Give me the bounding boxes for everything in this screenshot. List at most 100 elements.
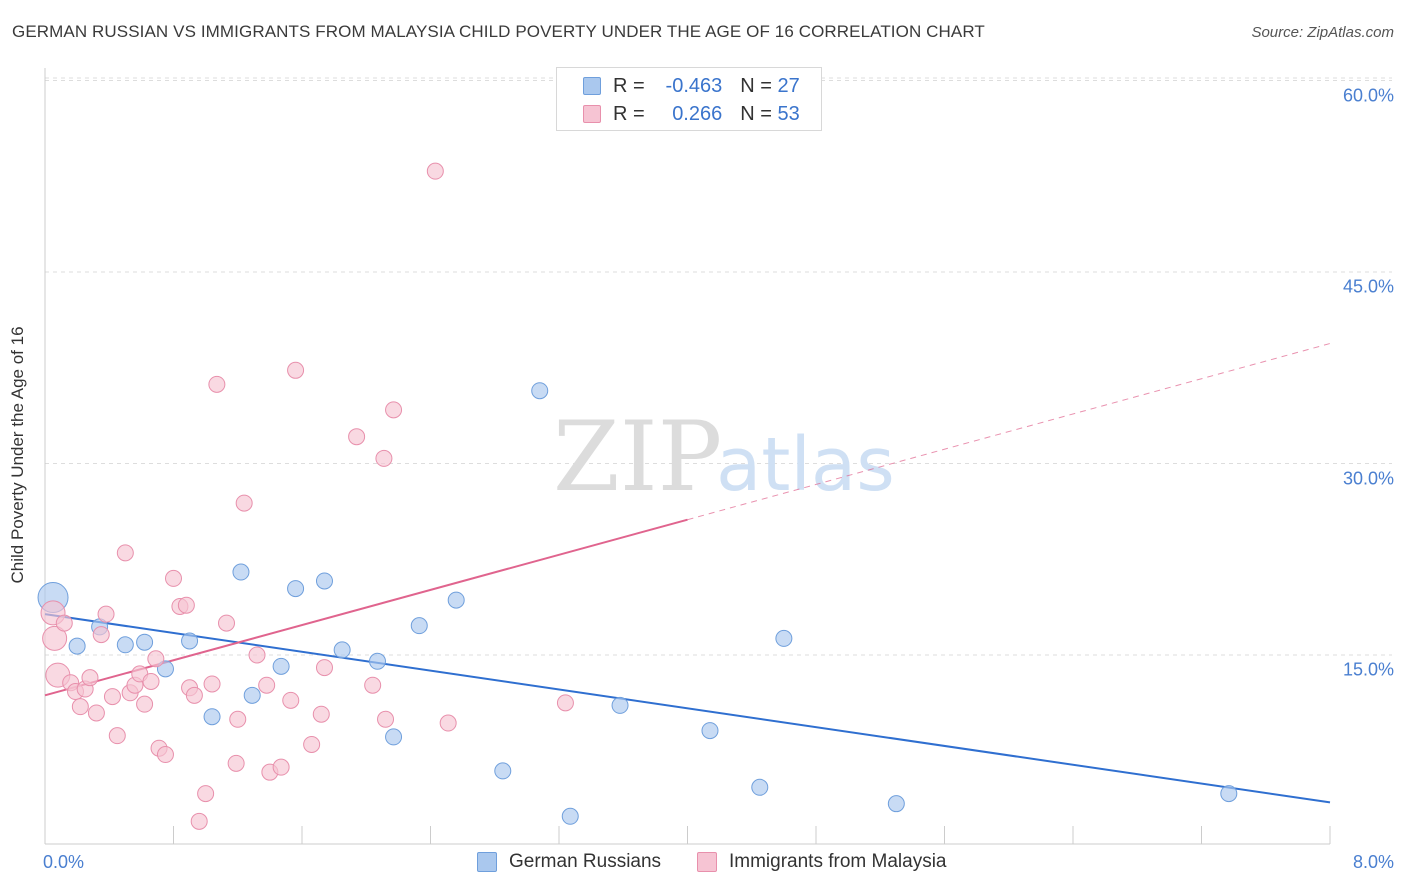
point-german-russians [232,563,250,581]
legend-swatch-pink [583,105,601,123]
legend-swatch-blue [583,77,601,95]
point-immigrants-malaysia [147,650,165,668]
point-immigrants-malaysia [272,758,290,776]
legend-r-value: -0.463 [665,74,723,97]
legend-row-german-russians: R = -0.463 N = 27 [583,73,800,99]
point-immigrants-malaysia [227,754,245,772]
point-german-russians [368,652,386,670]
x-tick-label-min: 0.0% [43,852,85,872]
point-german-russians [701,722,719,740]
point-immigrants-malaysia [208,375,226,393]
point-immigrants-malaysia [426,162,444,180]
point-german-russians [410,617,428,635]
watermark-atlas: atlas [716,422,895,508]
point-immigrants-malaysia [203,675,221,693]
legend-item-immigrants-malaysia: Immigrants from Malaysia [697,851,947,873]
point-german-russians [243,686,261,704]
source-label: Source: ZipAtlas.com [1251,24,1394,41]
point-german-russians [116,636,134,654]
point-immigrants-malaysia [103,688,121,706]
legend-series-name: Immigrants from Malaysia [729,851,947,872]
point-immigrants-malaysia [282,691,300,709]
point-immigrants-malaysia [556,694,574,712]
legend-r-value: 0.266 [672,102,723,125]
y-tick-label: 60.0% [1342,85,1394,105]
point-immigrants-malaysia [229,710,247,728]
axes [44,68,1331,845]
point-immigrants-malaysia [142,672,160,690]
point-immigrants-malaysia [108,727,126,745]
point-immigrants-malaysia [87,704,105,722]
legend-swatch-blue [477,852,497,872]
point-immigrants-malaysia [177,596,195,614]
trend-line-german-russians [44,613,1331,804]
point-immigrants-malaysia [42,625,68,651]
x-tick-label-max: 8.0% [1352,852,1394,872]
point-immigrants-malaysia [55,614,73,632]
y-tick-label: 30.0% [1342,468,1394,488]
point-immigrants-malaysia [190,812,208,830]
point-german-russians [315,572,333,590]
point-immigrants-malaysia [375,449,393,467]
point-immigrants-malaysia [377,710,395,728]
point-german-russians [1220,785,1238,803]
point-german-russians [333,641,351,659]
point-immigrants-malaysia [197,785,215,803]
point-immigrants-malaysia [248,646,266,664]
legend-swatch-pink [697,852,717,872]
correlation-legend: R = -0.463 N = 27 R = 0.266 N = 53 [556,67,822,131]
watermark-zip: ZIP [553,401,722,513]
legend-n-label: N = [740,102,772,125]
legend-series-name: German Russians [509,851,662,872]
y-axis-label: Child Poverty Under the Age of 16 [8,326,27,584]
data-points [37,162,1238,830]
point-immigrants-malaysia [439,714,457,732]
point-german-russians [385,728,403,746]
point-immigrants-malaysia [116,544,134,562]
watermark: ZIP atlas [553,401,895,513]
point-immigrants-malaysia [235,494,253,512]
point-immigrants-malaysia [218,614,236,632]
legend-n-value: 53 [777,102,800,125]
point-immigrants-malaysia [303,735,321,753]
point-german-russians [494,762,512,780]
point-immigrants-malaysia [312,705,330,723]
y-tick-label: 45.0% [1342,276,1394,297]
legend-row-immigrants-malaysia: R = 0.266 N = 53 [583,101,800,127]
chart-title: GERMAN RUSSIAN VS IMMIGRANTS FROM MALAYS… [12,22,985,41]
point-immigrants-malaysia [92,626,110,644]
legend-n-label: N = [740,74,772,97]
point-german-russians [561,807,579,825]
trend-line-extrapolated [687,343,1331,521]
point-immigrants-malaysia [97,605,115,623]
point-immigrants-malaysia [385,401,403,419]
y-tick-label: 15.0% [1342,659,1394,680]
point-german-russians [531,382,549,400]
point-german-russians [775,629,793,647]
legend-n-value: 27 [777,74,800,97]
legend-r-label: R = [613,102,645,125]
point-german-russians [887,795,905,813]
point-immigrants-malaysia [136,695,154,713]
point-immigrants-malaysia [315,659,333,677]
point-immigrants-malaysia [258,676,276,694]
point-german-russians [751,778,769,796]
legend-r-label: R = [613,74,645,97]
point-german-russians [68,637,86,655]
point-immigrants-malaysia [287,361,305,379]
point-german-russians [611,696,629,714]
point-immigrants-malaysia [156,746,174,764]
legend-item-german-russians: German Russians [477,851,661,873]
point-immigrants-malaysia [348,428,366,446]
point-german-russians [203,708,221,726]
point-immigrants-malaysia [364,676,382,694]
point-german-russians [447,591,465,609]
point-immigrants-malaysia [185,686,203,704]
point-german-russians [181,632,199,650]
point-german-russians [136,633,154,651]
point-german-russians [272,657,290,675]
series-legend: German Russians Immigrants from Malaysia [0,851,1406,877]
point-german-russians [287,580,305,598]
point-immigrants-malaysia [71,698,89,716]
